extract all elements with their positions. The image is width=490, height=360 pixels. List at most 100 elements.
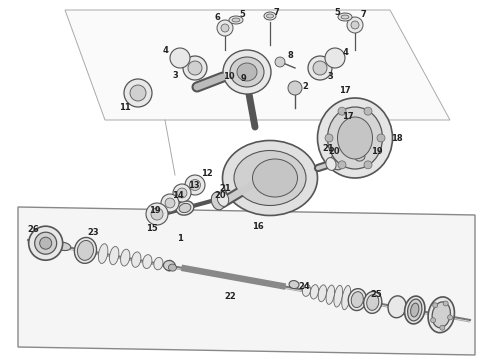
Text: 1: 1 — [177, 234, 183, 243]
Ellipse shape — [310, 285, 318, 299]
Circle shape — [351, 21, 359, 29]
Ellipse shape — [348, 289, 367, 311]
Circle shape — [173, 184, 191, 202]
Text: 6: 6 — [214, 13, 220, 22]
Circle shape — [146, 203, 168, 225]
Ellipse shape — [267, 14, 273, 18]
Text: 9: 9 — [240, 73, 246, 82]
Text: 18: 18 — [391, 134, 403, 143]
Circle shape — [221, 24, 229, 32]
Text: 7: 7 — [273, 8, 279, 17]
Ellipse shape — [179, 203, 191, 213]
Text: 15: 15 — [146, 224, 158, 233]
Text: 17: 17 — [342, 112, 354, 121]
Ellipse shape — [164, 261, 175, 271]
Text: 20: 20 — [214, 190, 226, 199]
Ellipse shape — [408, 299, 422, 321]
Circle shape — [151, 208, 163, 220]
Circle shape — [377, 134, 385, 142]
Text: 14: 14 — [172, 190, 184, 199]
Ellipse shape — [405, 296, 425, 324]
Ellipse shape — [388, 296, 406, 318]
Ellipse shape — [74, 238, 97, 264]
Ellipse shape — [237, 63, 257, 81]
Ellipse shape — [132, 252, 141, 267]
Circle shape — [338, 161, 346, 169]
Text: 21: 21 — [219, 184, 231, 193]
Ellipse shape — [326, 158, 336, 170]
Circle shape — [161, 194, 179, 212]
Circle shape — [183, 56, 207, 80]
Text: 25: 25 — [370, 290, 382, 299]
Text: 12: 12 — [201, 168, 213, 177]
Circle shape — [177, 188, 187, 198]
Ellipse shape — [318, 285, 326, 302]
Text: 21: 21 — [322, 144, 334, 153]
Text: 5: 5 — [334, 8, 340, 17]
Text: 19: 19 — [371, 147, 383, 156]
Ellipse shape — [211, 192, 225, 210]
Text: 8: 8 — [287, 50, 293, 59]
Ellipse shape — [56, 242, 71, 251]
Text: 23: 23 — [88, 228, 99, 237]
Text: 26: 26 — [28, 225, 40, 234]
Circle shape — [217, 20, 233, 36]
Circle shape — [165, 198, 175, 208]
Ellipse shape — [338, 13, 352, 21]
Text: 16: 16 — [252, 221, 264, 230]
Ellipse shape — [234, 150, 306, 206]
Circle shape — [338, 107, 346, 115]
Ellipse shape — [121, 249, 130, 266]
Text: 13: 13 — [188, 180, 200, 189]
Circle shape — [447, 315, 453, 320]
Text: 17: 17 — [339, 86, 351, 95]
Ellipse shape — [355, 153, 365, 161]
Ellipse shape — [302, 284, 311, 296]
Circle shape — [440, 325, 445, 330]
Ellipse shape — [318, 98, 392, 178]
Text: 24: 24 — [299, 282, 311, 291]
Circle shape — [347, 17, 363, 33]
Ellipse shape — [327, 107, 383, 169]
Ellipse shape — [143, 255, 152, 269]
Circle shape — [313, 61, 327, 75]
Circle shape — [190, 180, 200, 190]
Ellipse shape — [98, 244, 108, 264]
Ellipse shape — [334, 285, 343, 307]
Ellipse shape — [109, 247, 119, 265]
Polygon shape — [65, 10, 450, 120]
Ellipse shape — [289, 280, 299, 289]
Circle shape — [40, 237, 51, 249]
Ellipse shape — [338, 117, 372, 159]
Polygon shape — [18, 207, 475, 355]
Circle shape — [29, 226, 63, 260]
Text: 11: 11 — [119, 103, 131, 112]
Circle shape — [275, 57, 285, 67]
Circle shape — [35, 232, 57, 254]
Ellipse shape — [432, 302, 450, 328]
Ellipse shape — [169, 264, 176, 271]
Text: 4: 4 — [162, 45, 168, 54]
Ellipse shape — [352, 151, 368, 163]
Ellipse shape — [230, 57, 264, 87]
Circle shape — [188, 61, 202, 75]
Text: 3: 3 — [172, 71, 178, 80]
Circle shape — [364, 107, 372, 115]
Ellipse shape — [165, 260, 174, 271]
Circle shape — [443, 301, 448, 306]
Ellipse shape — [341, 15, 349, 19]
Text: 2: 2 — [302, 81, 308, 90]
Ellipse shape — [154, 257, 163, 270]
Ellipse shape — [264, 12, 276, 20]
Ellipse shape — [232, 18, 240, 22]
Ellipse shape — [229, 16, 243, 24]
Text: 7: 7 — [360, 9, 366, 18]
Ellipse shape — [428, 297, 454, 333]
Ellipse shape — [364, 292, 382, 313]
Circle shape — [308, 56, 332, 80]
Circle shape — [124, 79, 152, 107]
Circle shape — [130, 85, 146, 101]
Ellipse shape — [223, 50, 271, 94]
Text: 22: 22 — [224, 292, 236, 301]
Circle shape — [364, 161, 372, 169]
